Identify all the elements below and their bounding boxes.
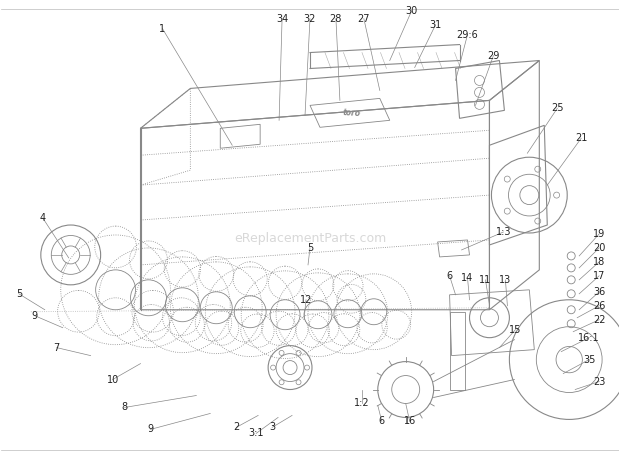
Text: 13: 13 — [499, 275, 511, 285]
Text: 2: 2 — [233, 422, 239, 432]
Text: 16: 16 — [404, 416, 416, 426]
Text: 22: 22 — [593, 315, 605, 325]
Text: eReplacementParts.com: eReplacementParts.com — [234, 232, 386, 245]
Text: 32: 32 — [304, 14, 316, 24]
Text: 23: 23 — [593, 376, 605, 386]
Text: 5: 5 — [16, 289, 22, 299]
Text: 34: 34 — [276, 14, 288, 24]
Text: 1:2: 1:2 — [354, 398, 370, 409]
Text: 3: 3 — [269, 422, 275, 432]
Text: 3:1: 3:1 — [249, 428, 264, 438]
Text: 29:6: 29:6 — [457, 29, 479, 39]
Text: 12: 12 — [300, 295, 312, 305]
Text: toro: toro — [343, 108, 361, 118]
Text: 11: 11 — [479, 275, 492, 285]
Text: 35: 35 — [583, 355, 595, 364]
Text: 6: 6 — [446, 271, 453, 281]
Text: 4: 4 — [40, 213, 46, 223]
Text: 8: 8 — [122, 403, 128, 413]
Text: 20: 20 — [593, 243, 605, 253]
Text: 30: 30 — [405, 6, 418, 16]
Text: 1:3: 1:3 — [495, 227, 511, 237]
Text: 9: 9 — [32, 311, 38, 321]
Text: 29: 29 — [487, 50, 500, 61]
Text: 9: 9 — [148, 425, 154, 434]
Text: 25: 25 — [551, 103, 564, 113]
Text: 27: 27 — [358, 14, 370, 24]
Text: 5: 5 — [307, 243, 313, 253]
Text: 1: 1 — [159, 23, 166, 34]
Text: 14: 14 — [461, 273, 474, 283]
Text: 6: 6 — [379, 416, 385, 426]
Text: 16:1: 16:1 — [578, 333, 600, 343]
Text: 28: 28 — [330, 14, 342, 24]
Text: 19: 19 — [593, 229, 605, 239]
Text: 21: 21 — [575, 133, 587, 143]
Text: 10: 10 — [107, 375, 118, 385]
Text: 36: 36 — [593, 287, 605, 297]
Text: 26: 26 — [593, 301, 605, 311]
Text: 31: 31 — [430, 20, 441, 30]
Text: 18: 18 — [593, 257, 605, 267]
Text: 15: 15 — [509, 325, 521, 335]
Text: 7: 7 — [54, 342, 60, 353]
Text: 17: 17 — [593, 271, 605, 281]
